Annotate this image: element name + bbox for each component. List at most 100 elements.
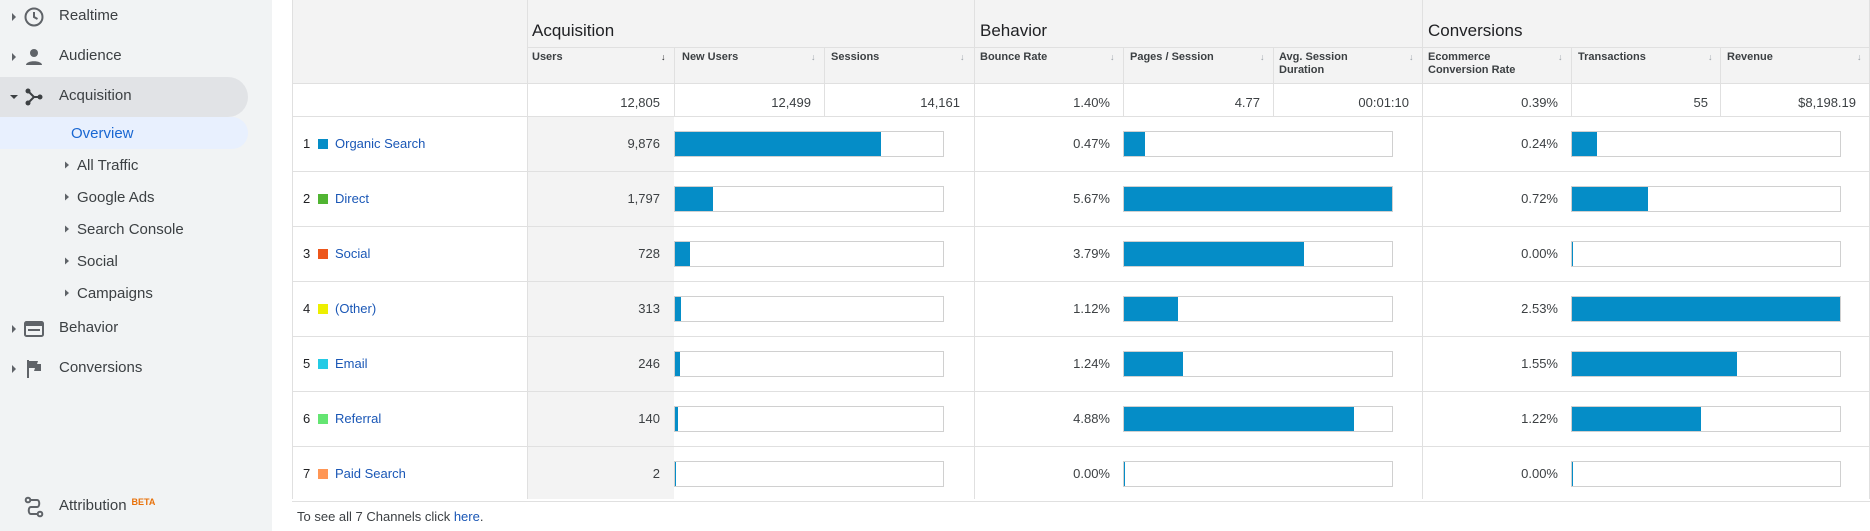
footer-text: To see all 7 Channels click (297, 509, 454, 524)
channel-link[interactable]: Email (335, 356, 368, 371)
behavior-bar (1123, 241, 1393, 267)
row-divider (292, 391, 1870, 392)
col-sessions[interactable]: Sessions (831, 51, 880, 63)
col-new-users[interactable]: New Users (682, 51, 739, 63)
conversions-bar-fill (1572, 352, 1737, 376)
sidebar-subitem-all-traffic[interactable]: All Traffic (0, 149, 248, 181)
cell-users: 140 (638, 411, 660, 426)
conversions-bar-fill (1572, 407, 1701, 431)
conversions-bar-fill (1572, 187, 1648, 211)
cell-ecom-rate: 0.00% (1521, 246, 1558, 261)
row-index: 6 (303, 411, 311, 426)
col-bounce-rate[interactable]: Bounce Rate (980, 51, 1048, 63)
sort-icon[interactable]: ↓ (1857, 52, 1862, 62)
grid-line (1571, 47, 1572, 116)
cell-ecom-rate: 2.53% (1521, 301, 1558, 316)
users-column-bg (527, 83, 674, 499)
total-new-users: 12,499 (771, 95, 811, 110)
conversions-bar (1571, 241, 1841, 267)
cell-users: 1,797 (627, 191, 660, 206)
cell-users: 2 (652, 466, 660, 481)
footer-note: To see all 7 Channels click here. (297, 509, 483, 524)
grid-line (1720, 47, 1721, 116)
channel-link[interactable]: Referral (335, 411, 382, 426)
acquisition-bar-fill (675, 462, 676, 486)
total-sessions: 14,161 (920, 95, 960, 110)
col-transactions[interactable]: Transactions (1578, 51, 1646, 63)
sort-icon[interactable]: ↓ (1558, 52, 1563, 62)
col-revenue[interactable]: Revenue (1727, 51, 1773, 63)
col-avg-session-duration[interactable]: Avg. Session Duration (1279, 51, 1348, 77)
behavior-bar-fill (1124, 242, 1304, 266)
col-pages-session[interactable]: Pages / Session (1130, 51, 1214, 63)
sidebar-item-attribution[interactable]: Attribution BETA (0, 487, 248, 527)
col-users[interactable]: Users (532, 51, 563, 63)
total-pages-session: 4.77 (1234, 95, 1260, 110)
sidebar-subitem-social[interactable]: Social (0, 245, 248, 277)
sidebar-item-behavior[interactable]: Behavior (0, 309, 248, 349)
sort-icon[interactable]: ↓ (960, 52, 965, 62)
grid-line (974, 0, 975, 499)
cell-bounce-rate: 4.88% (1073, 411, 1110, 426)
cell-bounce-rate: 0.00% (1073, 466, 1110, 481)
sidebar: Realtime Audience Acquisition Overview A… (0, 0, 272, 531)
sidebar-item-realtime[interactable]: Realtime (0, 0, 248, 37)
grid-line (292, 116, 1870, 117)
col-ecommerce-conversion-rate[interactable]: Ecommerce Conversion Rate (1428, 51, 1515, 77)
caret-right-icon (65, 289, 69, 297)
channel-color-swatch (318, 194, 328, 204)
sidebar-item-label: Audience (59, 47, 122, 64)
sidebar-subitem-overview[interactable]: Overview (0, 117, 248, 149)
sidebar-subitem-label: Overview (71, 125, 134, 142)
channel-link[interactable]: Organic Search (335, 136, 426, 151)
sidebar-subitem-label: Google Ads (77, 189, 155, 206)
sidebar-item-label-wrap: Attribution BETA (59, 497, 155, 514)
acquisition-bar-fill (675, 297, 681, 321)
sort-icon[interactable]: ↓ (1708, 52, 1713, 62)
conversions-bar-fill (1572, 242, 1573, 266)
sort-desc-icon[interactable]: ↓ (661, 52, 666, 62)
behavior-bar-fill (1124, 297, 1178, 321)
channel-link[interactable]: Social (335, 246, 371, 261)
channel-link[interactable]: Paid Search (335, 466, 406, 481)
acquisition-icon (25, 88, 43, 106)
sort-icon[interactable]: ↓ (1260, 52, 1265, 62)
conversions-bar (1571, 461, 1841, 487)
col-label-line: Duration (1279, 64, 1325, 76)
sidebar-subitem-search-console[interactable]: Search Console (0, 213, 248, 245)
row-divider (292, 171, 1870, 172)
row-index: 7 (303, 466, 311, 481)
channel-color-swatch (318, 249, 328, 259)
sort-icon[interactable]: ↓ (1409, 52, 1414, 62)
grid-line (292, 0, 293, 499)
channel-link[interactable]: Direct (335, 191, 369, 206)
row-divider (292, 226, 1870, 227)
caret-right-icon (12, 53, 16, 61)
channel-link[interactable]: (Other) (335, 301, 377, 316)
person-icon (26, 49, 42, 65)
cell-bounce-rate: 1.12% (1073, 301, 1110, 316)
sidebar-subitem-google-ads[interactable]: Google Ads (0, 181, 248, 213)
acquisition-bar (674, 406, 944, 432)
behavior-bar-fill (1124, 407, 1354, 431)
cell-users: 728 (638, 246, 660, 261)
caret-right-icon (65, 161, 69, 169)
total-ecom: 0.39% (1521, 95, 1558, 110)
behavior-bar-fill (1124, 352, 1183, 376)
behavior-bar (1123, 461, 1393, 487)
grid-line (1123, 47, 1124, 116)
sort-icon[interactable]: ↓ (1110, 52, 1115, 62)
behavior-bar-fill (1124, 462, 1125, 486)
cell-bounce-rate: 5.67% (1073, 191, 1110, 206)
sidebar-subitem-campaigns[interactable]: Campaigns (0, 277, 248, 309)
behavior-bar (1123, 186, 1393, 212)
sidebar-item-audience[interactable]: Audience (0, 37, 248, 77)
see-all-channels-link[interactable]: here (453, 509, 480, 524)
sidebar-item-label: Attribution (59, 497, 127, 514)
channel-color-swatch (318, 304, 328, 314)
sort-icon[interactable]: ↓ (811, 52, 816, 62)
cell-ecom-rate: 1.55% (1521, 356, 1558, 371)
sidebar-item-conversions[interactable]: Conversions (0, 349, 248, 389)
sidebar-item-acquisition[interactable]: Acquisition (0, 77, 248, 117)
caret-right-icon (12, 13, 16, 21)
